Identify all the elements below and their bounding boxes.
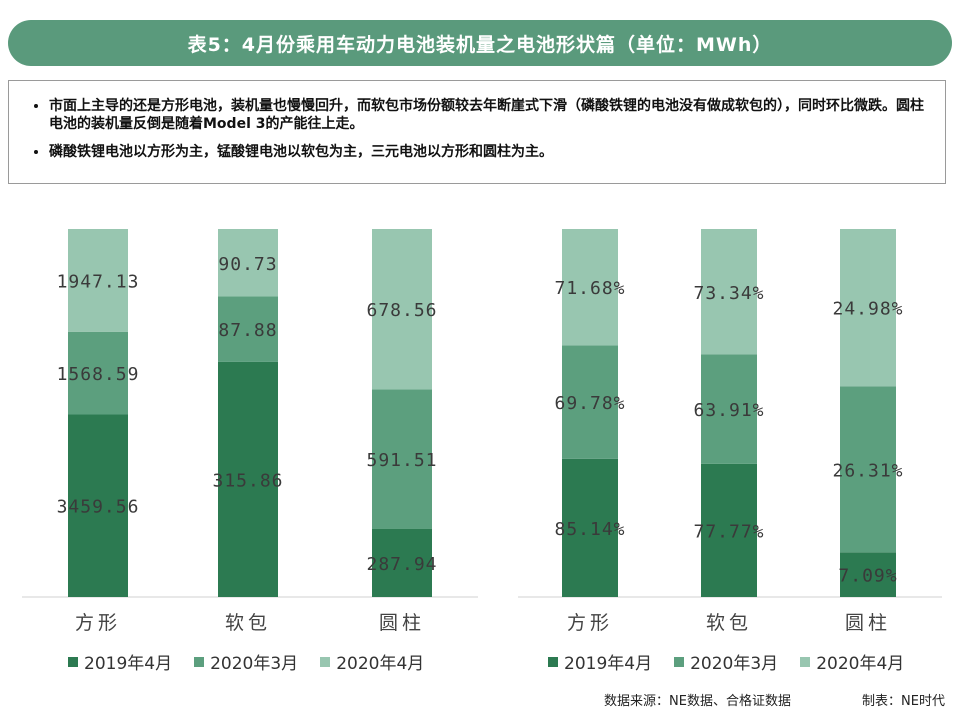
- right-data-label-2-1: 26.31%: [832, 460, 903, 481]
- right-legend-swatch-1: [674, 656, 685, 667]
- left-data-label-0-1: 1568.59: [57, 364, 140, 385]
- chart-title-bar: 表5：4月份乘用车动力电池装机量之电池形状篇（单位：MWh）: [8, 20, 952, 66]
- right-legend-swatch-2: [800, 656, 811, 667]
- note-item-1: 市面上主导的还是方形电池，装机量也慢慢回升，而软包市场份额较去年断崖式下滑（磷酸…: [49, 97, 929, 133]
- right-legend-swatch-0: [548, 656, 558, 667]
- right-bar-0-1: [562, 345, 618, 459]
- right-legend-label-0: 2019年4月: [564, 654, 653, 674]
- right-category-label-2: 圆柱: [845, 612, 891, 634]
- right-data-label-0-0: 85.14%: [554, 519, 625, 540]
- left-legend-label-0: 2019年4月: [84, 654, 173, 674]
- right-bar-2-2: [840, 229, 896, 387]
- left-bar-0-2: [68, 229, 128, 332]
- right-legend-label-1: 2020年3月: [690, 654, 779, 674]
- left-chart-legend: 2019年4月 2020年3月 2020年4月: [68, 649, 424, 674]
- footer-source: 数据来源：NE数据、合格证数据: [604, 694, 791, 709]
- right-bar-2-0: [840, 552, 896, 597]
- left-data-label-1-0: 315.86: [212, 470, 283, 491]
- left-bar-1-1: [218, 296, 278, 362]
- right-bar-2-1: [840, 386, 896, 553]
- left-bar-0-0: [68, 414, 128, 597]
- left-data-label-1-1: 87.88: [218, 320, 277, 341]
- left-bar-1-0: [218, 361, 278, 597]
- left-legend-swatch-2: [320, 656, 331, 667]
- right-bar-1-0: [701, 463, 757, 597]
- right-data-label-1-1: 63.91%: [693, 400, 764, 421]
- right-data-label-0-2: 71.68%: [554, 278, 625, 299]
- left-legend-swatch-0: [68, 656, 78, 667]
- left-category-label-1: 软包: [225, 612, 271, 634]
- note-item-2: 磷酸铁锂电池以方形为主，锰酸锂电池以软包为主，三元电池以方形和圆柱为主。: [49, 143, 929, 161]
- chart-title: 表5：4月份乘用车动力电池装机量之电池形状篇（单位：MWh）: [187, 33, 773, 56]
- right-legend-item-1: 2020年3月: [674, 649, 778, 674]
- right-data-label-2-2: 24.98%: [832, 299, 903, 320]
- right-legend-item-0: 2019年4月: [548, 649, 652, 674]
- right-data-label-1-0: 77.77%: [693, 521, 764, 542]
- left-legend-swatch-1: [194, 656, 205, 667]
- footer-maker: 制表：NE时代: [862, 694, 945, 709]
- left-legend-label-1: 2020年3月: [210, 654, 299, 674]
- left-bar-0-1: [68, 331, 128, 415]
- left-legend-item-2: 2020年4月: [320, 649, 424, 674]
- left-data-label-1-2: 90.73: [218, 254, 277, 275]
- left-data-label-0-0: 3459.56: [57, 497, 140, 518]
- right-category-label-0: 方形: [567, 612, 613, 634]
- right-data-label-1-2: 73.34%: [693, 283, 764, 304]
- notes-box: 市面上主导的还是方形电池，装机量也慢慢回升，而软包市场份额较去年断崖式下滑（磷酸…: [8, 80, 946, 184]
- left-category-label-0: 方形: [75, 612, 121, 634]
- right-data-label-2-0: 7.09%: [838, 566, 897, 587]
- right-bar-0-2: [562, 229, 618, 346]
- left-legend-label-2: 2020年4月: [336, 654, 425, 674]
- right-bar-1-2: [701, 229, 757, 355]
- right-data-label-0-1: 69.78%: [554, 393, 625, 414]
- right-chart: 85.14% 69.78% 71.68% 方形 77.77% 63.91% 73.34% 软包…: [518, 215, 948, 635]
- left-bar-2-2: [372, 229, 432, 390]
- right-bar-0-0: [562, 458, 618, 597]
- left-category-label-2: 圆柱: [379, 612, 425, 634]
- left-bar-2-1: [372, 389, 432, 529]
- right-bar-1-1: [701, 354, 757, 464]
- right-category-label-1: 软包: [706, 612, 752, 634]
- left-data-label-2-2: 678.56: [366, 300, 437, 321]
- right-chart-svg: 85.14% 69.78% 71.68% 方形 77.77% 63.91% 73.34% 软包…: [518, 229, 942, 634]
- left-chart: 3459.56 1568.59 1947.13 方形 315.86 87.88 90.73 软…: [22, 215, 478, 635]
- left-legend-item-0: 2019年4月: [68, 649, 172, 674]
- notes-list: 市面上主导的还是方形电池，装机量也慢慢回升，而软包市场份额较去年断崖式下滑（磷酸…: [29, 97, 929, 161]
- left-data-label-2-1: 591.51: [366, 450, 437, 471]
- right-legend-item-2: 2020年4月: [800, 649, 904, 674]
- left-chart-svg: 3459.56 1568.59 1947.13 方形 315.86 87.88 90.73 软…: [22, 229, 478, 634]
- left-bar-1-2: [218, 229, 278, 297]
- left-bar-2-0: [372, 528, 432, 597]
- right-chart-legend: 2019年4月 2020年3月 2020年4月: [548, 649, 904, 674]
- right-legend-label-2: 2020年4月: [816, 654, 905, 674]
- left-legend-item-1: 2020年3月: [194, 649, 298, 674]
- left-data-label-2-0: 287.94: [366, 554, 437, 575]
- left-data-label-0-2: 1947.13: [57, 271, 140, 292]
